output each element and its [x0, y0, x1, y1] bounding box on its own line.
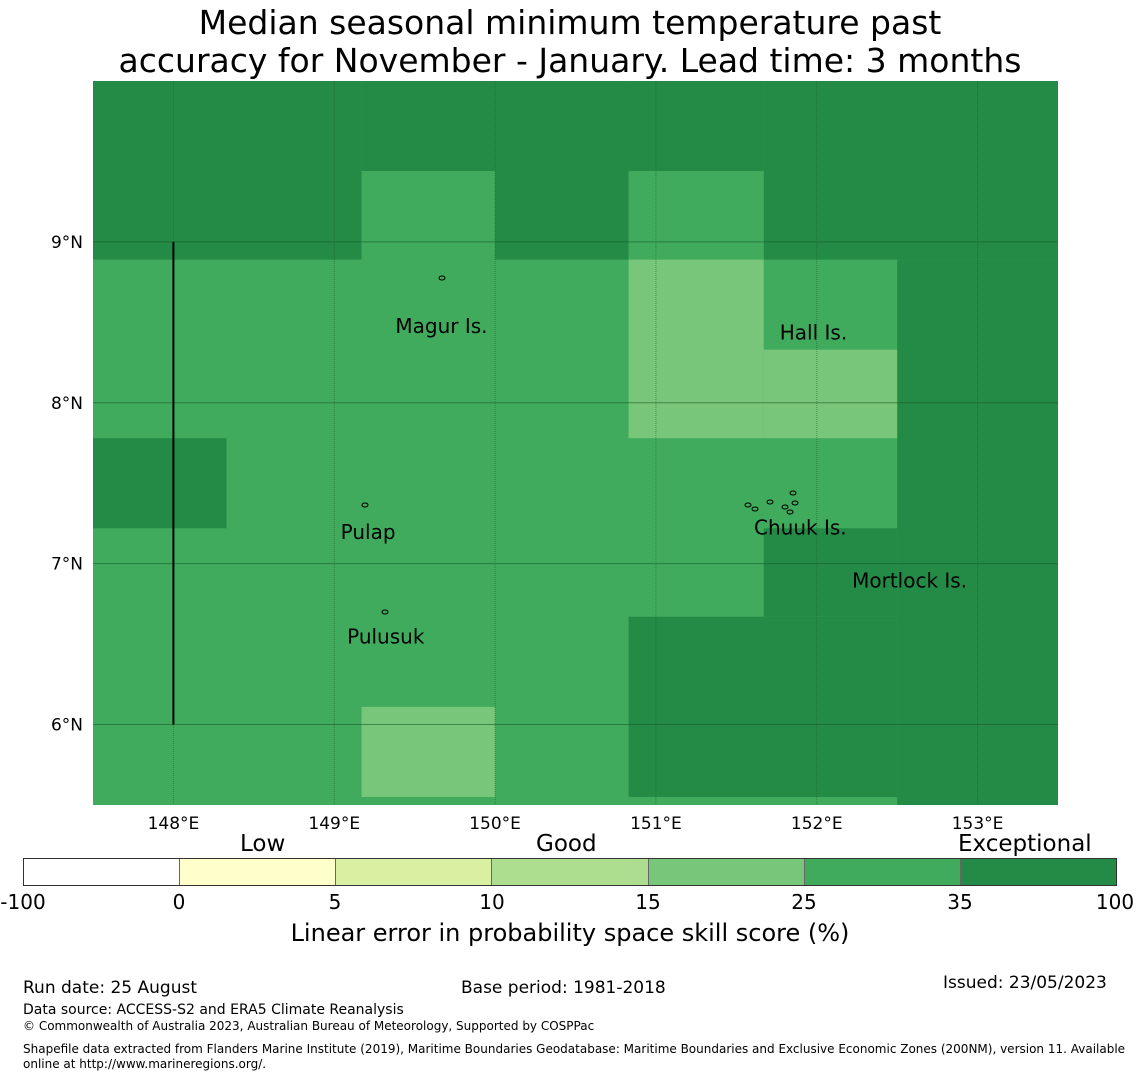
place-labels: Magur Is. Hall Is. Pulap Chuuk Is. Mortlock … [341, 314, 967, 649]
lon-tick-label: 151°E [630, 814, 682, 830]
skill-cell [495, 81, 629, 260]
legend-colorbar [23, 858, 1117, 886]
axis-labels: 148°E 149°E 150°E 151°E 152°E 153°E 9°N 8°N 7°N 6… [51, 233, 1003, 830]
skill-cell [763, 528, 898, 617]
island-outline [786, 509, 794, 515]
islands [361, 275, 799, 615]
skill-grid [93, 81, 1058, 805]
skill-cell [361, 171, 496, 260]
skill-cell [361, 81, 496, 172]
legend-tick: -100 [0, 890, 46, 914]
legend-tick: 100 [1095, 890, 1135, 914]
skill-cell [628, 81, 764, 172]
lon-tick-label: 153°E [952, 814, 1004, 830]
base-period: Base period: 1981-2018 [461, 978, 666, 998]
lon-tick-label: 148°E [148, 814, 200, 830]
lat-tick-label: 9°N [51, 233, 83, 253]
lat-tick-label: 6°N [51, 716, 83, 736]
lon-tick-label: 150°E [469, 814, 521, 830]
legend-category-good: Good [536, 831, 597, 857]
legend-swatch [804, 859, 961, 885]
place-label: Pulusuk [347, 625, 425, 649]
place-label: Chuuk Is. [754, 515, 847, 539]
place-label: Hall Is. [780, 321, 847, 345]
chart-title: Median seasonal minimum temperature past… [118, 3, 1022, 80]
island-outline [789, 490, 797, 496]
graticule [93, 81, 1058, 805]
skill-cell [628, 616, 898, 797]
data-source: Data source: ACCESS-S2 and ERA5 Climate … [23, 1002, 404, 1018]
legend-tick: 35 [947, 890, 973, 914]
legend-tick: 10 [479, 890, 505, 914]
legend-swatch [960, 859, 1116, 885]
island-outline [791, 500, 799, 506]
island-outline [744, 502, 752, 508]
legend-label: Linear error in probability space skill … [290, 919, 850, 947]
island-outline [766, 499, 774, 505]
island-outline [781, 504, 789, 510]
skill-cell [897, 259, 1058, 805]
legend-swatch [648, 859, 805, 885]
copyright: © Commonwealth of Australia 2023, Austra… [23, 1019, 595, 1033]
legend-swatch [180, 859, 337, 885]
skill-cell [628, 259, 764, 439]
legend-swatch [24, 859, 181, 885]
issued-date: Issued: 23/05/2023 [943, 973, 1107, 993]
run-date: Run date: 25 August [23, 978, 197, 998]
skill-cell [93, 81, 362, 260]
island-outline [438, 275, 446, 281]
legend-tick: 0 [172, 890, 186, 914]
island-outline [751, 506, 759, 512]
skill-cell [763, 81, 1058, 260]
legend-tick: 15 [635, 890, 661, 914]
place-label: Pulap [341, 520, 396, 544]
legend-swatch [492, 859, 649, 885]
legend-swatch [336, 859, 493, 885]
place-label: Magur Is. [395, 314, 487, 338]
skill-cell [361, 706, 496, 797]
lon-tick-label: 152°E [791, 814, 843, 830]
map: Magur Is. Hall Is. Pulap Chuuk Is. Mortlock … [51, 81, 1058, 830]
skill-cell [628, 171, 764, 260]
legend-tick: 5 [328, 890, 342, 914]
legend-tick: 25 [791, 890, 817, 914]
lat-tick-label: 8°N [51, 394, 83, 414]
lon-tick-label: 149°E [308, 814, 360, 830]
skill-cell [763, 349, 898, 439]
skill-cell [93, 438, 227, 529]
place-label: Mortlock Is. [852, 568, 967, 592]
legend-category-low: Low [240, 831, 286, 857]
lat-tick-label: 7°N [51, 555, 83, 575]
legend-category-exceptional: Exceptional [958, 831, 1092, 857]
island-outline [381, 609, 389, 615]
island-outline [361, 502, 369, 508]
shapefile-credit: Shapefile data extracted from Flanders M… [23, 1042, 1126, 1071]
